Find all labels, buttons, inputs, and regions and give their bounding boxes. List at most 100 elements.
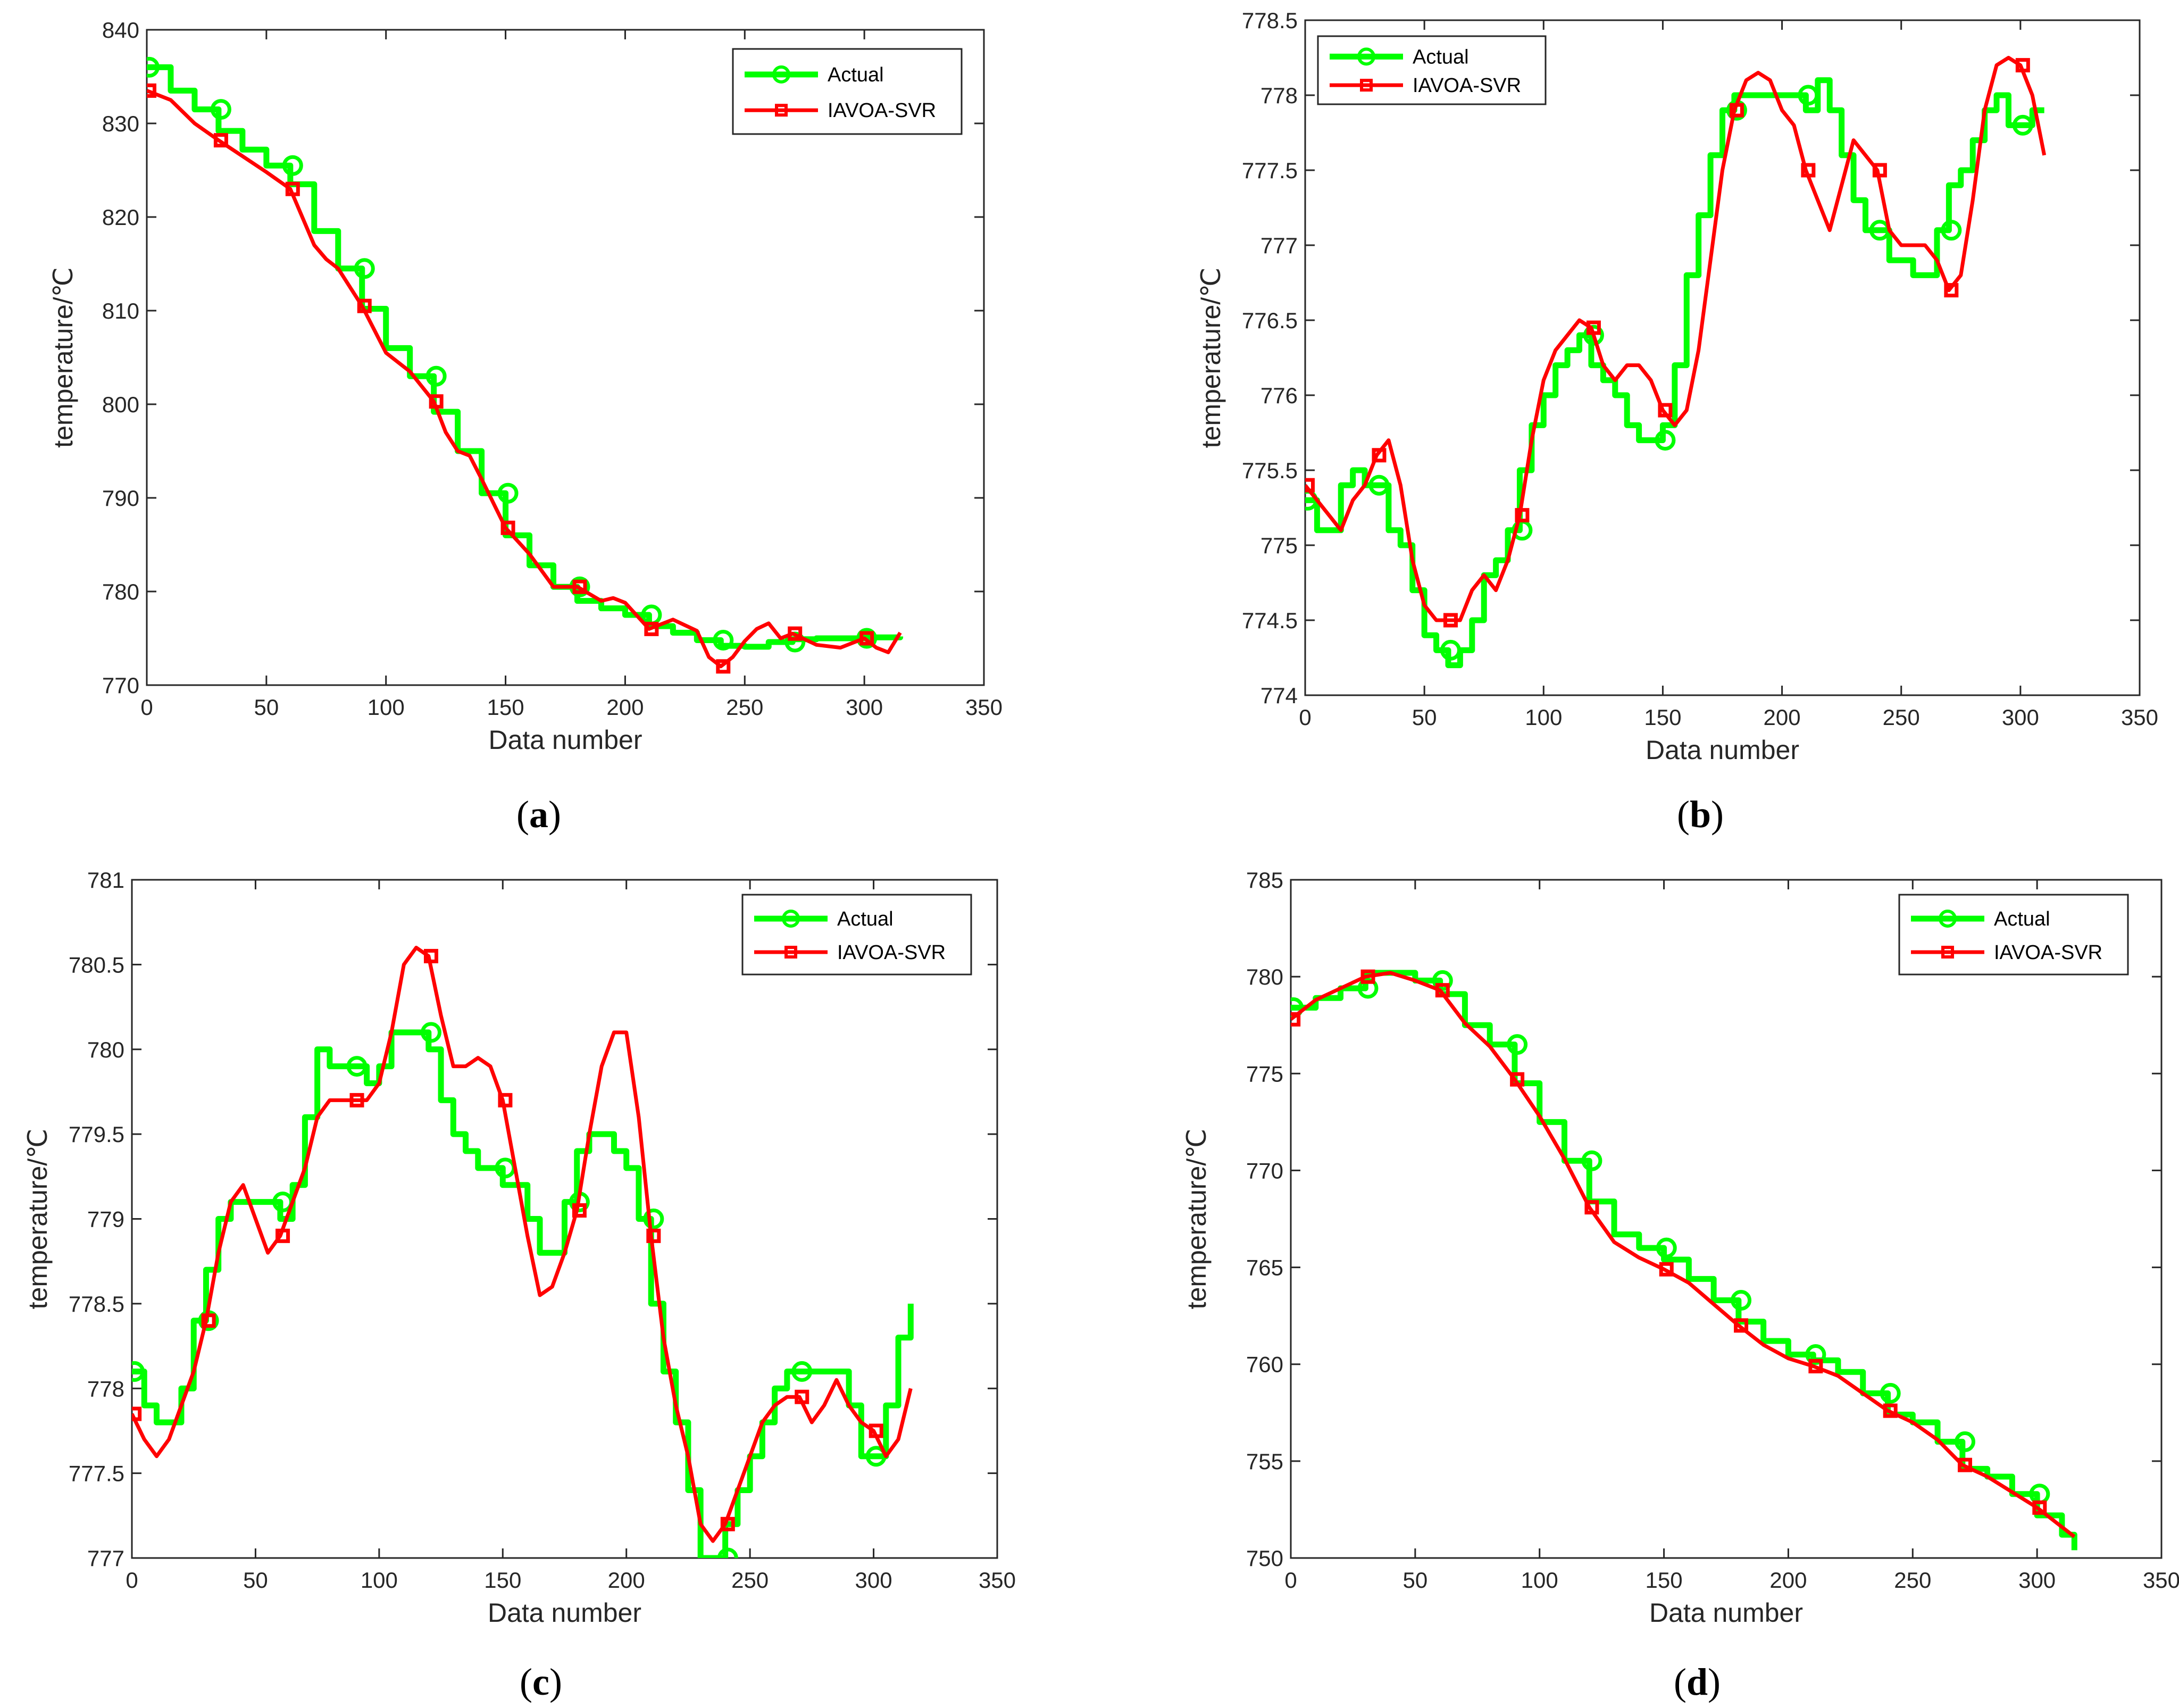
actual-marker [717,1547,738,1558]
y-tick-label: 777 [1260,233,1298,258]
predicted-marker [1291,1012,1301,1027]
legend: Actual IAVOA-SVR [732,48,963,135]
actual-marker [1440,639,1461,661]
y-tick-label: 777 [87,1546,124,1571]
y-tick-label: 775 [1246,1061,1283,1086]
y-tick-label: 765 [1246,1255,1283,1280]
predicted-marker [1801,163,1816,178]
legend-circle-marker [782,910,800,928]
caption-close: ) [1708,1661,1721,1703]
caption-letter: a [529,793,548,836]
legend-box [741,894,972,976]
actual-marker [1368,474,1390,496]
actual-marker [1731,1290,1752,1311]
legend-label: IAVOA-SVR [1994,942,2102,964]
predicted-series [1291,969,2076,1538]
y-tick-label: 775 [1260,533,1298,558]
actual-series-line [147,64,904,650]
predicted-series [1305,56,2047,628]
x-axis-label: Data number [1649,1598,1803,1628]
predicted-marker [795,1389,809,1404]
predicted-marker [1729,103,1744,118]
actual-marker [1798,85,1819,106]
predicted-marker [349,1093,364,1107]
predicted-marker [572,1203,587,1218]
actual-marker [1656,1237,1677,1259]
legend-square-marker [784,946,797,959]
actual-marker [856,628,878,649]
legend-box [1317,35,1547,105]
x-tick-label: 250 [731,1568,769,1593]
y-tick-label: 776.5 [1242,308,1298,333]
legend: Actual IAVOA-SVR [1317,35,1547,105]
actual-marker [425,365,447,387]
actual-series [1305,77,2044,669]
x-tick-label: 150 [1646,1568,1683,1593]
predicted-marker [1958,1457,1973,1472]
actual-marker [1880,1382,1901,1404]
x-axis-label: Data number [1646,735,1799,765]
x-tick-label: 250 [726,695,763,720]
predicted-marker [423,948,438,963]
y-tick-label: 780.5 [69,952,124,977]
legend-label: Actual [1994,908,2050,930]
predicted-marker [1586,320,1601,335]
actual-marker [1507,1034,1528,1055]
legend-label: IAVOA-SVR [837,942,946,964]
predicted-marker [869,1423,883,1438]
legend-label: Actual [837,908,894,930]
y-tick-label: 790 [102,486,139,511]
x-tick-label: 350 [2121,705,2158,730]
y-tick-label: 775.5 [1242,458,1298,483]
y-tick-label: 779.5 [69,1122,124,1147]
predicted-series-line [1305,56,2047,622]
predicted-marker [1372,448,1387,463]
actual-series-line [132,1029,914,1558]
predicted-marker [147,83,156,98]
actual-marker [1805,1344,1826,1365]
caption-open: ( [516,793,529,836]
predicted-marker [1658,403,1673,418]
predicted-marker [720,1517,735,1531]
predicted-marker [644,621,659,636]
panel-caption: (b) [1677,793,1724,836]
predicted-marker [1872,163,1887,178]
predicted-series-line [147,89,902,669]
actual-marker [497,482,519,504]
predicted-marker [429,394,444,409]
x-tick-label: 150 [1644,705,1681,730]
actual-marker [1357,978,1379,999]
actual-marker [132,1361,145,1382]
x-tick-label: 300 [855,1568,892,1593]
actual-marker [1955,1431,1976,1452]
actual-marker [791,1361,813,1382]
x-tick-label: 250 [1894,1568,1931,1593]
predicted-marker [201,1313,216,1328]
actual-marker [1655,430,1676,451]
y-tick-label: 778 [87,1376,124,1401]
legend-label: Actual [1413,46,1469,68]
legend-square-marker [1360,79,1373,92]
predicted-marker [1435,983,1450,998]
y-tick-label: 776 [1260,383,1298,408]
x-tick-label: 0 [126,1568,138,1593]
actual-marker [1581,1150,1602,1171]
x-tick-label: 100 [1521,1568,1558,1593]
legend-circle-marker [1357,47,1375,66]
legend-circle-marker [1939,910,1957,928]
x-tick-label: 100 [1525,705,1562,730]
legend-label: IAVOA-SVR [828,99,936,122]
x-tick-label: 0 [1299,705,1311,730]
x-tick-label: 50 [243,1568,268,1593]
x-tick-label: 100 [361,1568,398,1593]
y-tick-label: 755 [1246,1449,1283,1474]
y-tick-label: 820 [102,205,139,230]
y-tick-label: 800 [102,392,139,417]
caption-letter: b [1690,793,1711,836]
caption-close: ) [549,1661,562,1703]
predicted-marker [1443,613,1458,628]
actual-marker [2012,114,2033,136]
caption-open: ( [520,1661,532,1703]
x-tick-label: 300 [2002,705,2039,730]
